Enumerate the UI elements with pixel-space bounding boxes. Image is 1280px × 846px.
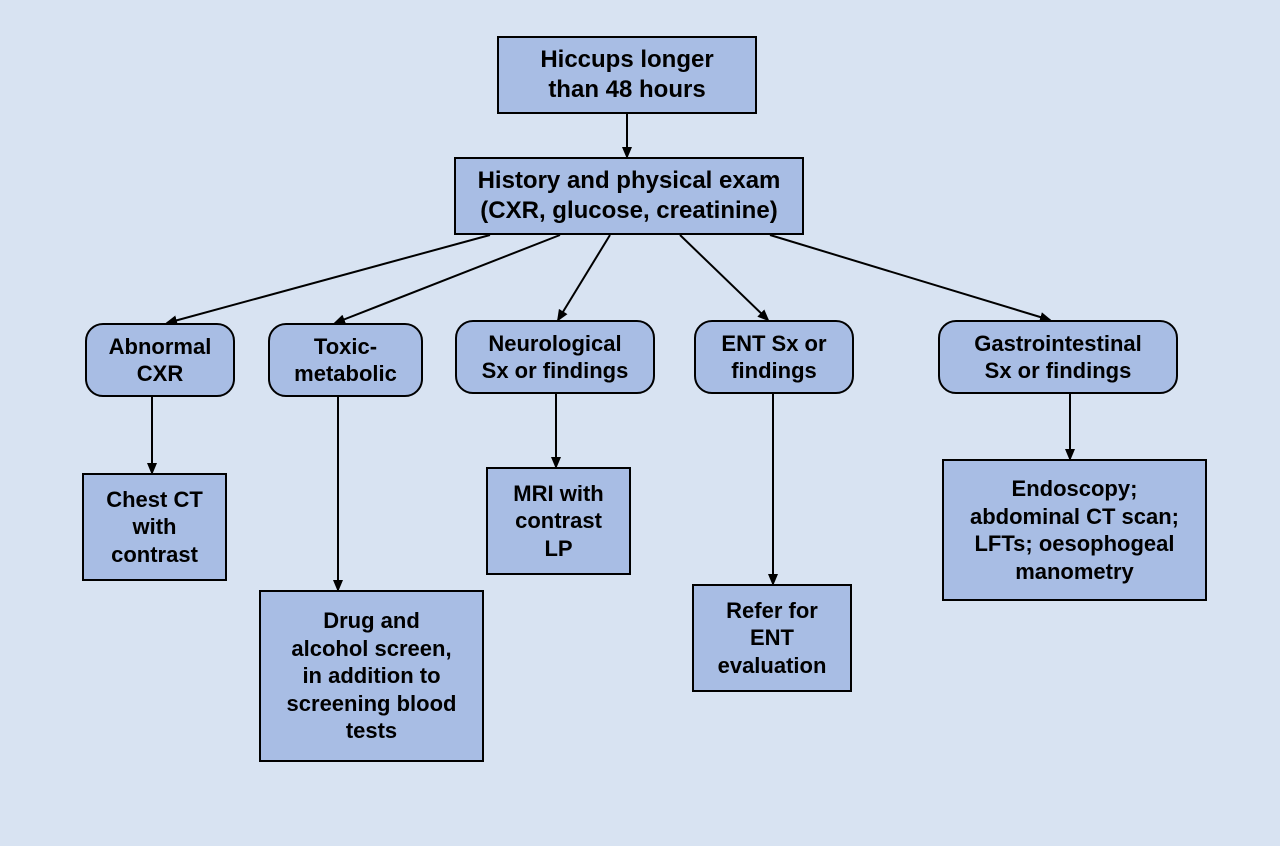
node-label: Toxic-metabolic	[294, 333, 397, 388]
edge-exam-to-ent	[680, 235, 768, 320]
node-endoscopy: Endoscopy;abdominal CT scan;LFTs; oesoph…	[942, 459, 1207, 601]
node-label: Hiccups longerthan 48 hours	[540, 45, 713, 105]
node-label: ENT Sx orfindings	[721, 330, 826, 385]
flowchart-edges	[0, 0, 1280, 846]
node-label: History and physical exam(CXR, glucose, …	[478, 166, 781, 226]
node-label: AbnormalCXR	[109, 333, 212, 388]
node-chest_ct: Chest CTwithcontrast	[82, 473, 227, 581]
node-gi: GastrointestinalSx or findings	[938, 320, 1178, 394]
node-label: Refer forENTevaluation	[718, 597, 827, 680]
node-abnormal_cxr: AbnormalCXR	[85, 323, 235, 397]
node-root: Hiccups longerthan 48 hours	[497, 36, 757, 114]
node-label: MRI withcontrastLP	[513, 480, 603, 563]
node-drug: Drug andalcohol screen,in addition toscr…	[259, 590, 484, 762]
node-label: Chest CTwithcontrast	[106, 486, 203, 569]
edge-exam-to-gi	[770, 235, 1050, 320]
node-label: GastrointestinalSx or findings	[974, 330, 1141, 385]
edge-exam-to-toxic	[335, 235, 560, 323]
node-ent_eval: Refer forENTevaluation	[692, 584, 852, 692]
node-exam: History and physical exam(CXR, glucose, …	[454, 157, 804, 235]
edge-exam-to-abnormal_cxr	[167, 235, 490, 323]
node-toxic: Toxic-metabolic	[268, 323, 423, 397]
node-neuro: NeurologicalSx or findings	[455, 320, 655, 394]
node-ent: ENT Sx orfindings	[694, 320, 854, 394]
node-label: Endoscopy;abdominal CT scan;LFTs; oesoph…	[970, 475, 1179, 585]
edge-exam-to-neuro	[558, 235, 610, 320]
node-mri: MRI withcontrastLP	[486, 467, 631, 575]
node-label: NeurologicalSx or findings	[482, 330, 629, 385]
node-label: Drug andalcohol screen,in addition toscr…	[287, 607, 457, 745]
